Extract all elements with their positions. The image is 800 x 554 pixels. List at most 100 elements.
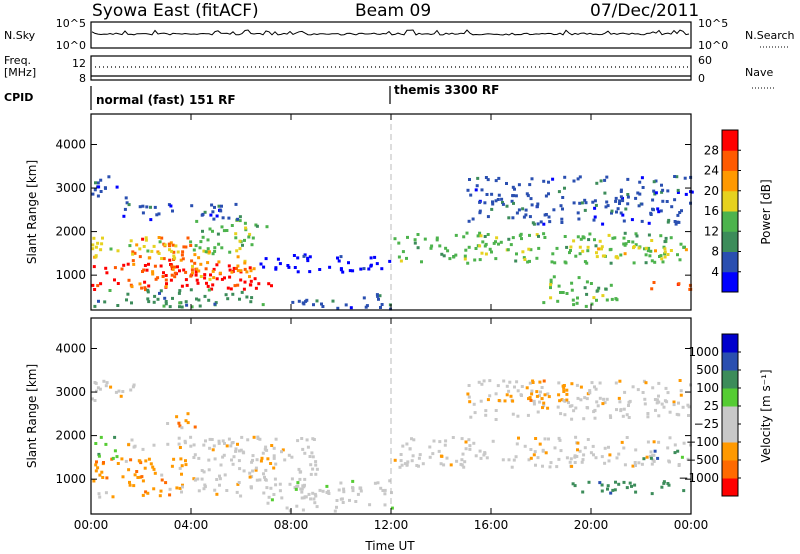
data-cell — [413, 241, 417, 245]
data-cell — [163, 296, 167, 300]
data-cell — [535, 205, 539, 208]
data-cell — [102, 461, 105, 464]
data-cell — [266, 457, 270, 461]
data-cell — [549, 286, 552, 290]
data-cell — [266, 501, 270, 505]
data-cell — [598, 396, 602, 400]
data-cell — [351, 486, 355, 490]
data-cell — [527, 458, 531, 462]
data-cell — [156, 297, 160, 301]
data-cell — [180, 305, 184, 309]
data-cell — [635, 234, 639, 238]
data-cell — [537, 246, 541, 250]
data-cell — [171, 209, 174, 213]
data-cell — [526, 260, 530, 264]
data-cell — [462, 235, 466, 239]
data-cell — [643, 247, 646, 251]
data-cell — [335, 505, 338, 509]
x-tick-label: 00:00 — [674, 518, 709, 532]
data-cell — [367, 267, 371, 271]
data-cell — [198, 304, 202, 308]
data-cell — [180, 426, 184, 430]
data-cell — [236, 255, 240, 259]
data-cell — [567, 401, 570, 405]
data-cell — [657, 394, 660, 398]
data-cell — [644, 381, 648, 385]
data-cell — [527, 247, 531, 251]
data-cell — [213, 302, 217, 306]
data-cell — [514, 455, 518, 459]
colorbar-tick-label: −25 — [694, 417, 719, 431]
data-cell — [649, 213, 653, 216]
data-cell — [586, 245, 590, 249]
data-cell — [170, 249, 174, 253]
data-cell — [351, 269, 355, 273]
data-cell — [463, 257, 467, 261]
data-cell — [438, 244, 442, 248]
data-cell — [623, 390, 627, 394]
data-cell — [598, 381, 602, 385]
data-cell — [278, 482, 282, 486]
data-cell — [222, 229, 226, 233]
data-cell — [628, 481, 632, 485]
data-cell — [238, 467, 242, 471]
data-cell — [227, 437, 231, 441]
data-cell — [138, 247, 142, 251]
data-cell — [520, 237, 523, 241]
data-cell — [535, 394, 539, 398]
data-cell — [597, 286, 601, 290]
data-cell — [620, 440, 624, 444]
colorbar-swatch — [722, 271, 738, 293]
data-cell — [219, 463, 223, 467]
data-cell — [585, 292, 589, 296]
data-cell — [600, 245, 604, 249]
data-cell — [302, 254, 306, 258]
data-cell — [571, 482, 575, 486]
data-cell — [150, 249, 154, 253]
data-cell — [151, 272, 155, 276]
data-cell — [515, 442, 519, 446]
noise-right-tick-top: 10^5 — [698, 17, 728, 30]
data-cell — [172, 254, 176, 258]
data-cell — [609, 491, 613, 495]
data-cell — [147, 262, 150, 266]
data-cell — [590, 381, 594, 385]
data-cell — [527, 397, 530, 401]
data-cell — [127, 443, 131, 447]
colorbar-swatch — [722, 478, 738, 497]
data-cell — [686, 457, 690, 461]
data-cell — [157, 252, 161, 255]
data-cell — [491, 439, 495, 443]
data-cell — [214, 301, 218, 305]
data-cell — [376, 294, 380, 298]
data-cell — [197, 456, 201, 460]
velocity-colorbar-label: Velocity [m s⁻¹] — [759, 369, 773, 462]
data-cell — [104, 442, 108, 446]
data-cell — [600, 483, 604, 487]
data-cell — [676, 188, 680, 192]
data-cell — [157, 212, 161, 216]
data-cell — [605, 298, 609, 302]
data-cell — [248, 232, 252, 236]
data-cell — [249, 485, 253, 489]
data-cell — [452, 255, 456, 259]
data-cell — [311, 455, 315, 459]
data-cell — [583, 208, 587, 212]
data-cell — [576, 441, 580, 445]
data-cell — [660, 257, 664, 261]
data-cell — [659, 209, 663, 213]
data-cell — [91, 192, 95, 196]
data-cell — [189, 435, 193, 439]
data-cell — [228, 275, 232, 279]
data-cell — [173, 271, 177, 275]
data-cell — [497, 399, 501, 402]
data-cell — [571, 298, 575, 302]
colorbar-swatch — [722, 190, 738, 212]
data-cell — [267, 495, 271, 499]
data-cell — [594, 203, 598, 207]
nave-label: Nave — [745, 66, 773, 79]
data-cell — [259, 262, 263, 266]
data-cell — [207, 298, 211, 302]
data-cell — [495, 236, 499, 240]
data-cell — [569, 457, 573, 461]
